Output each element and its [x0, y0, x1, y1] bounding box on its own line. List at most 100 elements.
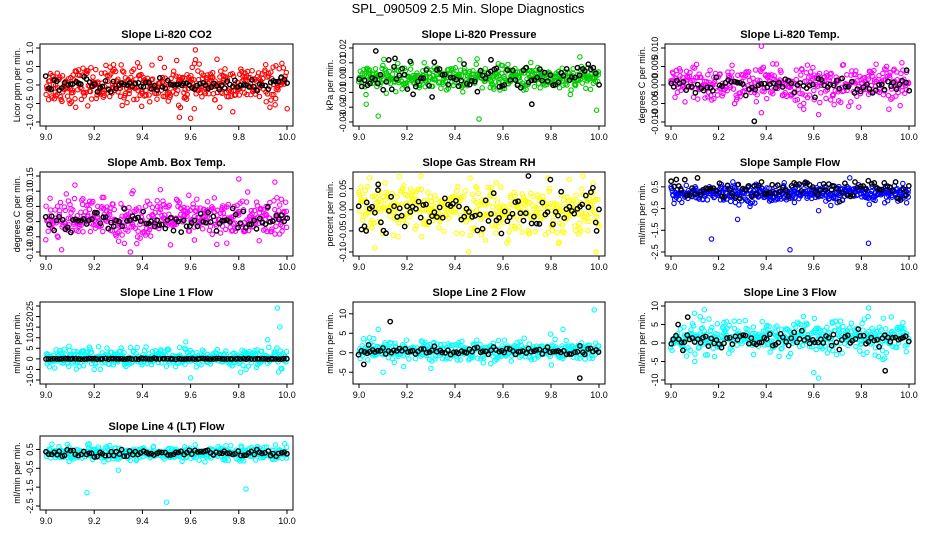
data-point: [127, 249, 134, 255]
data-point: [439, 200, 445, 206]
reference-point: [207, 356, 214, 362]
reference-point: [774, 182, 781, 189]
data-point: [549, 227, 556, 233]
data-point: [708, 236, 715, 242]
reference-point: [167, 214, 174, 221]
reference-point: [814, 192, 821, 198]
data-point: [283, 208, 290, 215]
data-point: [356, 191, 362, 198]
reference-point: [78, 356, 85, 362]
y-tick-label: -0.05: [338, 221, 348, 242]
reference-point: [836, 85, 843, 92]
reference-point: [393, 76, 400, 82]
reference-point: [240, 82, 247, 88]
reference-point: [469, 213, 476, 220]
reference-point: [372, 48, 379, 54]
reference-point: [191, 86, 198, 93]
reference-point: [700, 87, 707, 94]
data-point: [121, 349, 127, 356]
reference-point: [713, 187, 720, 194]
y-tick-label: 20: [25, 312, 35, 322]
data-point: [470, 68, 476, 74]
data-point: [432, 77, 439, 83]
plot-frame: [39, 301, 294, 385]
data-point: [747, 203, 753, 210]
data-point: [269, 226, 275, 232]
data-point: [585, 227, 591, 234]
data-point: [888, 96, 894, 102]
data-point: [104, 345, 110, 351]
data-point: [591, 307, 597, 313]
data-point: [865, 76, 872, 82]
data-point: [583, 85, 589, 92]
reference-point: [572, 74, 578, 81]
data-point: [262, 61, 269, 68]
reference-point: [830, 82, 837, 89]
reference-point: [709, 87, 716, 94]
data-point: [365, 183, 371, 190]
reference-point: [126, 80, 133, 86]
data-point: [156, 209, 162, 216]
reference-point: [59, 216, 66, 223]
reference-point: [906, 87, 913, 94]
reference-point: [89, 216, 95, 223]
reference-point: [142, 355, 149, 362]
reference-point: [283, 355, 290, 362]
y-tick-label: -5: [650, 357, 660, 365]
reference-point: [748, 193, 755, 200]
data-point: [124, 99, 130, 106]
reference-point: [205, 209, 212, 216]
data-point: [214, 241, 220, 248]
reference-point: [796, 181, 803, 188]
plot-frame: [664, 171, 916, 257]
x-tick-label: 9.8: [233, 262, 246, 272]
data-point: [566, 176, 573, 183]
panel-title: Slope Gas Stream RH: [422, 157, 535, 169]
reference-point: [275, 356, 282, 362]
data-point: [165, 347, 172, 353]
data-point: [57, 93, 64, 100]
reference-point: [242, 224, 249, 231]
data-point: [279, 228, 285, 234]
data-point: [391, 359, 398, 366]
data-point: [548, 362, 555, 368]
reference-point: [129, 83, 136, 90]
data-point: [410, 189, 416, 195]
data-point: [155, 90, 162, 96]
reference-point: [375, 187, 381, 194]
data-point: [590, 180, 597, 187]
data-point: [268, 97, 274, 103]
data-point: [175, 102, 182, 109]
reference-point: [866, 86, 873, 92]
data-point: [389, 71, 396, 77]
x-tick-label: 9.4: [136, 262, 149, 272]
reference-point: [820, 180, 827, 187]
data-point: [742, 317, 748, 324]
data-point: [853, 343, 859, 350]
data-point: [505, 237, 511, 243]
data-point: [531, 83, 538, 90]
data-point: [587, 86, 594, 93]
data-point: [474, 337, 480, 343]
y-tick-label: 5: [25, 346, 35, 351]
data-point: [224, 240, 230, 246]
data-point: [492, 79, 499, 85]
reference-point: [509, 210, 516, 217]
data-point: [87, 88, 94, 95]
reference-point: [482, 197, 489, 204]
data-point: [754, 91, 760, 98]
data-point: [416, 206, 422, 212]
data-point: [818, 90, 824, 96]
y-tick-label: -10: [650, 373, 660, 386]
data-point: [579, 185, 585, 192]
data-point: [852, 71, 859, 78]
data-point: [232, 220, 238, 226]
data-point: [580, 173, 586, 179]
data-point: [80, 65, 86, 71]
x-tick-label: 9.8: [545, 390, 558, 400]
data-point: [528, 59, 534, 66]
data-point: [143, 344, 149, 350]
data-point: [561, 229, 567, 236]
data-point: [116, 228, 122, 235]
data-point: [112, 68, 119, 75]
